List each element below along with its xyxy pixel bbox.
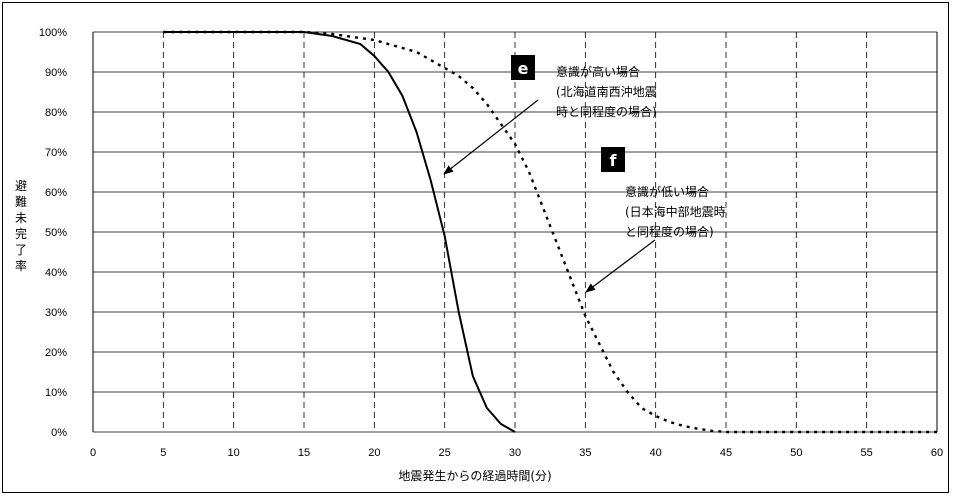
y-tick-label: 70% xyxy=(45,147,67,159)
annotation-f: f 意識が低い場合 (日本海中部地震時 と同程度の場合) xyxy=(585,147,726,293)
y-tick-label: 40% xyxy=(45,267,67,279)
x-tick-label: 0 xyxy=(90,447,96,459)
x-tick-label: 55 xyxy=(861,447,873,459)
y-tick-label: 30% xyxy=(45,307,67,319)
badge-f-label: f xyxy=(610,151,618,170)
x-axis-label: 地震発生からの経過時間(分) xyxy=(398,469,551,483)
series-layer xyxy=(163,30,937,434)
y-tick-label: 20% xyxy=(45,347,67,359)
x-tick-label: 10 xyxy=(228,447,240,459)
annotation-e-line2: (北海道南西沖地震 xyxy=(556,84,657,99)
x-tick-label: 40 xyxy=(650,447,662,459)
x-tick-label: 20 xyxy=(368,447,380,459)
y-tick-label: 60% xyxy=(45,187,67,199)
x-tick-label: 45 xyxy=(720,447,732,459)
badge-f xyxy=(601,147,625,172)
y-axis-label-char: 了 xyxy=(15,243,27,257)
y-axis-label-char: 率 xyxy=(15,258,27,273)
x-tick-label: 5 xyxy=(160,447,166,459)
series-line-dotted xyxy=(163,30,937,434)
annotation-e-arrow xyxy=(443,99,539,175)
y-axis-label-char: 未 xyxy=(15,211,27,225)
x-tick-labels: 0 5 10 15 20 25 30 35 40 45 50 55 60 xyxy=(90,447,943,459)
x-tick-label: 60 xyxy=(931,447,943,459)
y-axis-label-char: 完 xyxy=(15,226,27,241)
x-tick-label: 50 xyxy=(790,447,802,459)
annotation-e-line3: 時と同程度の場合) xyxy=(556,104,657,119)
grid xyxy=(92,31,938,433)
y-tick-label: 100% xyxy=(39,27,67,39)
x-tick-label: 30 xyxy=(509,447,521,459)
y-tick-labels: 0% 10% 20% 30% 40% 50% 60% 70% 80% 90% 100% xyxy=(39,27,67,439)
y-tick-label: 0% xyxy=(51,427,67,439)
annotation-e: e 意識が高い場合 (北海道南西沖地震 時と同程度の場合) xyxy=(443,55,657,175)
x-tick-label: 35 xyxy=(579,447,591,459)
badge-e-label: e xyxy=(518,59,529,78)
x-tick-label: 15 xyxy=(298,447,310,459)
annotation-f-line2: (日本海中部地震時 xyxy=(625,204,726,219)
y-tick-label: 90% xyxy=(45,67,67,79)
badge-e xyxy=(511,55,535,80)
y-tick-label: 50% xyxy=(45,227,67,239)
annotation-f-arrow xyxy=(585,239,656,293)
annotation-e-line1: 意識が高い場合 xyxy=(556,64,640,79)
y-tick-label: 80% xyxy=(45,107,67,119)
y-axis-label-char: 難 xyxy=(15,194,27,209)
series-line-solid xyxy=(163,31,516,433)
y-axis-label-char: 避 xyxy=(15,179,27,193)
annotation-f-line1: 意識が低い場合 xyxy=(625,184,709,199)
annotation-f-line3: と同程度の場合) xyxy=(625,224,714,239)
y-tick-label: 10% xyxy=(45,387,67,399)
x-tick-label: 25 xyxy=(439,447,451,459)
